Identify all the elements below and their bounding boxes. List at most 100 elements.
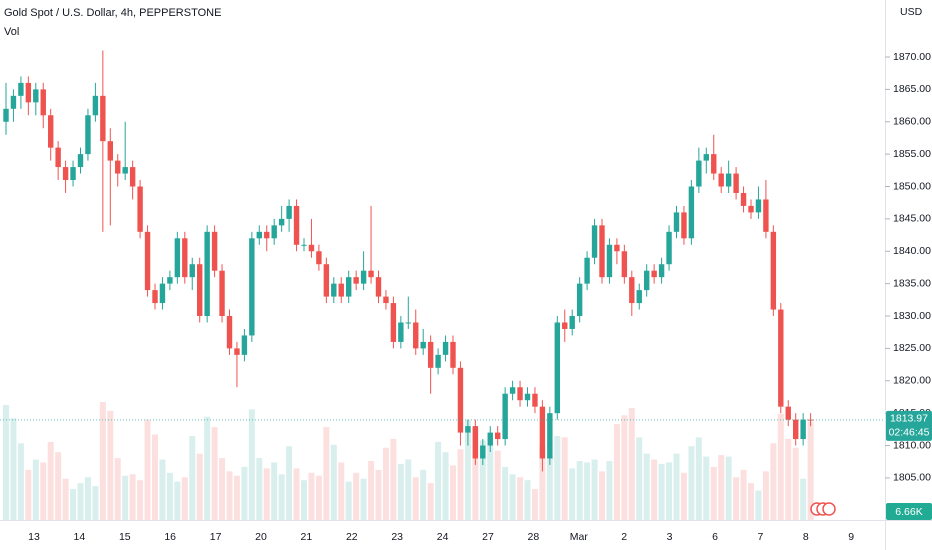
candle-body: [256, 231, 262, 239]
candle-body: [480, 445, 486, 459]
volume-bar: [84, 477, 91, 520]
last-price-label: 1813.97: [890, 413, 928, 425]
volume-bar: [248, 409, 255, 520]
volume-bar: [472, 428, 479, 520]
volume-bar: [457, 449, 464, 520]
x-tick-label: 27: [482, 531, 494, 543]
candle-body: [442, 341, 449, 355]
candle-body: [18, 82, 24, 96]
x-tick-label: 20: [255, 531, 267, 543]
volume-bar: [397, 463, 404, 520]
candle-body: [711, 154, 717, 174]
candle-body: [420, 341, 426, 349]
x-tick-label: 15: [119, 531, 131, 543]
chart-title: Gold Spot / U.S. Dollar, 4h, PEPPERSTONE: [4, 7, 221, 19]
candle-body: [472, 426, 479, 459]
candle-body: [413, 322, 419, 349]
candle-body: [346, 277, 352, 297]
candle-body: [353, 277, 359, 284]
candle-body: [219, 270, 225, 317]
candle-body: [398, 322, 404, 342]
volume-bar: [159, 459, 166, 520]
volume-bar: [643, 453, 650, 520]
y-tick-label: 1870.00: [893, 51, 931, 63]
candle-body: [383, 296, 389, 304]
candle-body: [405, 322, 411, 324]
candle-body: [62, 167, 69, 181]
candle-body: [70, 167, 76, 181]
candle-body: [748, 205, 754, 213]
volume-bar: [189, 435, 196, 520]
y-tick-label: 1805.00: [893, 472, 931, 484]
volume-bar: [539, 446, 546, 520]
volume-bar: [301, 480, 307, 520]
volume-bar: [524, 480, 531, 520]
candle-body: [450, 341, 456, 368]
volume-bar: [554, 435, 561, 520]
volume-bar: [666, 462, 673, 520]
candle-body: [226, 316, 233, 349]
candle-body: [293, 205, 300, 245]
volume-bar: [800, 478, 807, 520]
volume-bar: [107, 410, 114, 520]
x-tick-label: 24: [437, 531, 449, 543]
candle-body: [390, 303, 397, 342]
volume-bar: [427, 483, 434, 520]
candle-body: [688, 186, 695, 239]
volume-bar: [219, 458, 226, 520]
volume-bar: [114, 458, 121, 520]
volume-bar: [613, 424, 620, 520]
volume-bar: [293, 468, 300, 520]
x-tick-label: Mar: [570, 531, 589, 543]
volume-bar: [99, 402, 106, 520]
volume-bar: [3, 404, 9, 520]
x-tick-label: 8: [803, 531, 809, 543]
volume-bar: [688, 446, 695, 520]
y-tick-label: 1855.00: [893, 148, 931, 160]
candle-body: [234, 348, 240, 355]
candle-body: [770, 231, 777, 310]
volume-bar: [405, 459, 412, 520]
volume-bar: [226, 471, 233, 520]
candle-body: [778, 309, 784, 407]
candle-body: [360, 270, 367, 284]
volume-bar: [174, 481, 181, 520]
volume-bar: [584, 462, 591, 520]
candle-body: [249, 238, 255, 336]
volume-bar: [129, 474, 136, 520]
x-tick-label: 2: [621, 531, 627, 543]
candle-body: [323, 264, 330, 297]
volume-bar: [464, 419, 471, 520]
candle-body: [740, 192, 747, 206]
candle-body: [241, 335, 248, 355]
candle-body: [368, 270, 374, 278]
candle-body: [629, 277, 635, 304]
candle-body: [673, 212, 680, 232]
y-tick-label: 1865.00: [893, 83, 931, 95]
x-tick-label: 22: [346, 531, 358, 543]
candle-body: [10, 95, 17, 109]
countdown-label: 02:46:45: [889, 427, 930, 439]
candle-body: [681, 212, 687, 239]
volume-bar: [621, 415, 628, 520]
candle-body: [152, 290, 158, 304]
candle-body: [651, 270, 657, 278]
volume-title: Vol: [4, 26, 19, 38]
y-tick-label: 1835.00: [893, 277, 931, 289]
volume-bar: [368, 461, 375, 520]
volume-bar: [166, 472, 173, 520]
volume-bar: [271, 462, 278, 520]
x-tick-label: 28: [528, 531, 540, 543]
candle-body: [137, 186, 143, 232]
x-tick-label: 14: [74, 531, 86, 543]
last-price-badge: [886, 410, 932, 441]
y-tick-label: 1820.00: [893, 375, 931, 387]
volume-bar: [55, 452, 62, 520]
volume-bar: [546, 456, 553, 520]
candle-body: [696, 160, 702, 187]
candle-body: [644, 270, 650, 291]
x-tick-label: 13: [28, 531, 40, 543]
candle-body: [562, 322, 568, 329]
